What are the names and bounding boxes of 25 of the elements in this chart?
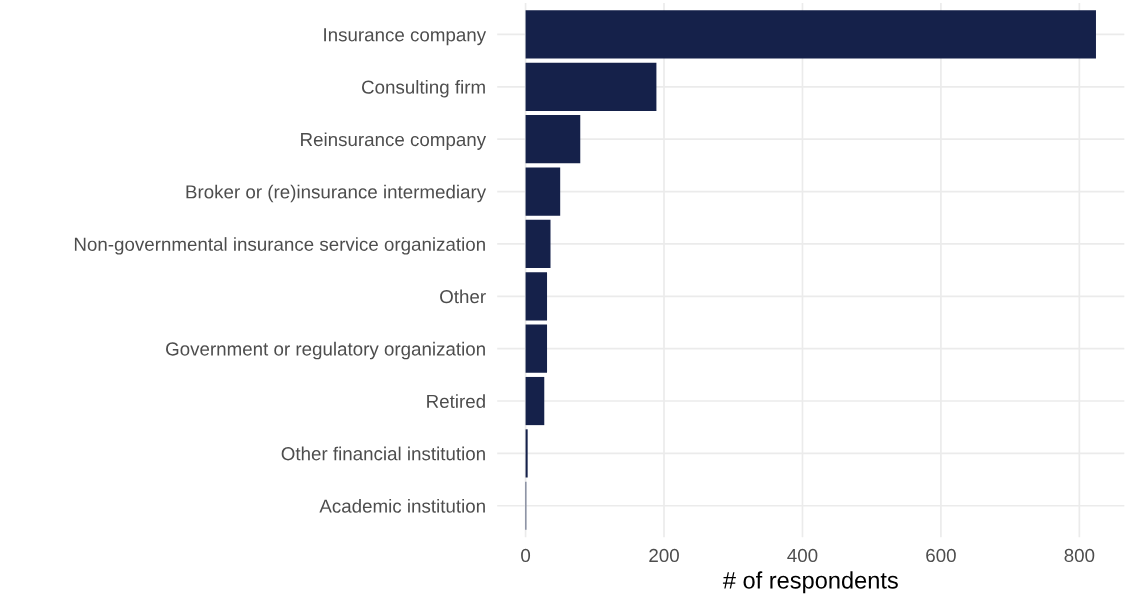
x-tick-label: 600 [926, 548, 956, 563]
bar [525, 429, 528, 478]
x-tick-label: 400 [787, 548, 818, 563]
y-tick-label: Reinsurance company [301, 132, 487, 150]
y-tick-label: Broker or (re)insurance intermediary [186, 184, 487, 203]
bar [525, 376, 545, 426]
y-tick-label: Consulting firm [362, 80, 485, 98]
x-tick-label: 0 [521, 548, 531, 563]
y-tick-label: Other financial institution [281, 446, 485, 461]
y-tick-label: Insurance company [324, 28, 487, 46]
y-tick-label: Government or regulatory organization [166, 341, 485, 360]
x-axis-title: # of respondents [722, 571, 898, 594]
bar [525, 62, 657, 111]
x-tick-label: 800 [1064, 548, 1095, 563]
bar [525, 324, 548, 373]
y-tick-label: Academic institution [319, 498, 485, 513]
bar [525, 115, 581, 164]
x-tick-label: 200 [649, 548, 679, 563]
bar [525, 167, 561, 216]
bar [525, 10, 1096, 59]
y-tick-label: Non-governmental insurance service organization [74, 237, 485, 255]
y-tick-label: Other [440, 289, 486, 304]
bar [525, 219, 551, 269]
y-tick-label: Retired [427, 394, 485, 409]
bar [525, 272, 548, 321]
